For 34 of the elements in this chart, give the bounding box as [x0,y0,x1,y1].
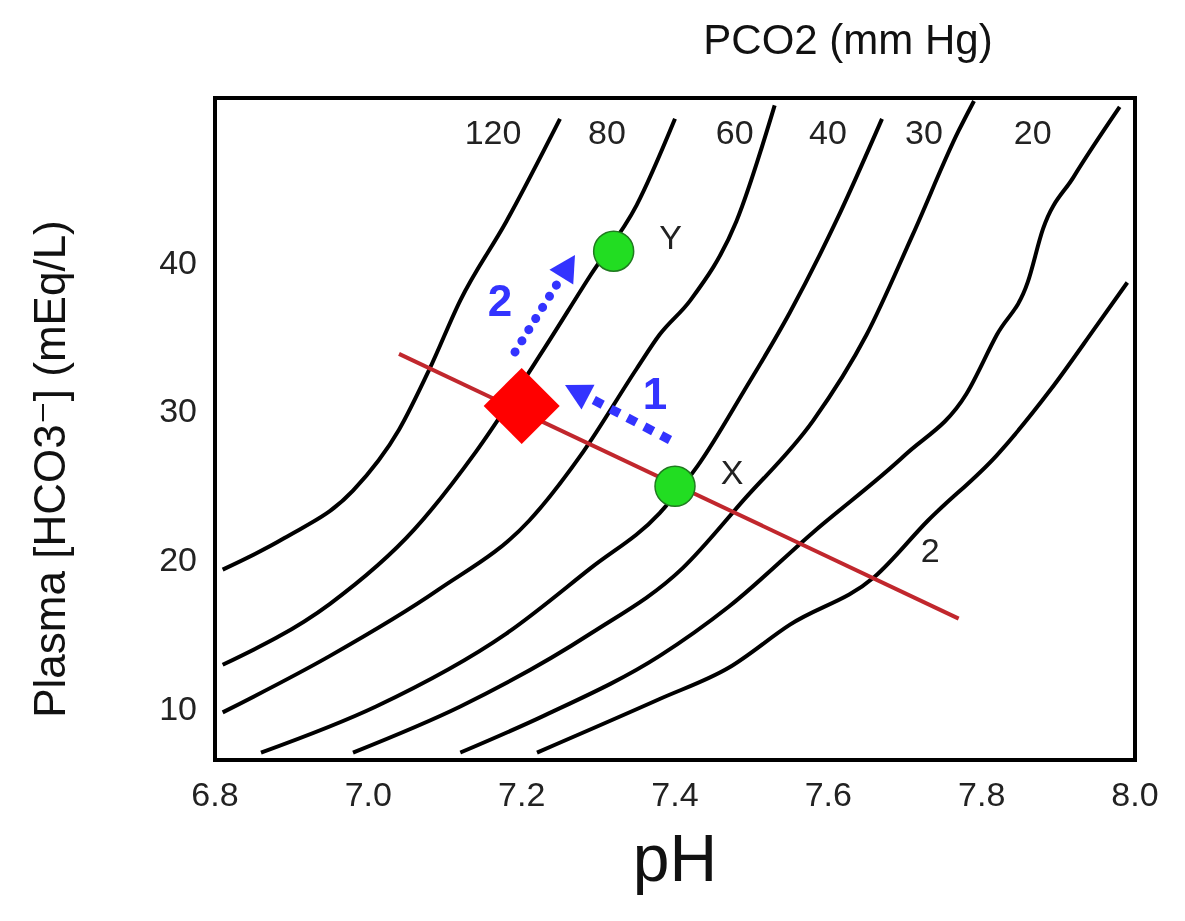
line-series [458,104,1122,755]
annotation: X [720,453,744,492]
series-label: 40 [809,113,847,151]
y-axis-title: Plasma [HCO3⁻] (mEq/L) [24,219,75,720]
x-tick-label: 7.2 [498,775,546,813]
x-tick-label: 7.4 [651,775,699,813]
x-tick-label: 8.0 [1111,775,1159,813]
line-series [535,280,1130,755]
point [654,465,696,508]
annotation: 2 [487,275,513,325]
x-axis-title: pH [631,820,719,896]
series-label: 60 [715,113,754,151]
series-label: 2 [920,531,940,570]
x-tick-label: 7.6 [804,775,852,813]
series-label: 120 [464,113,522,151]
x-tick-label: 7.0 [344,775,392,813]
line-series [351,98,976,755]
x-tick-label: 7.8 [958,775,1006,813]
point [592,230,635,272]
x-tick-label: 6.8 [191,775,239,813]
point [483,367,560,444]
annotation: 1 [642,368,668,418]
line-series [220,116,562,572]
line-series [220,103,777,715]
annotation: Y [659,218,683,257]
series-label: 30 [905,113,943,151]
series-label: 20 [1013,113,1052,151]
y-tick-label: 40 [159,242,197,281]
line-series [259,116,884,755]
chart-title: PCO2 (mm Hg) [702,16,994,64]
y-tick-label: 20 [159,540,197,579]
series-label: 80 [588,113,626,151]
y-tick-label: 30 [159,391,197,430]
y-tick-label: 10 [159,688,197,727]
